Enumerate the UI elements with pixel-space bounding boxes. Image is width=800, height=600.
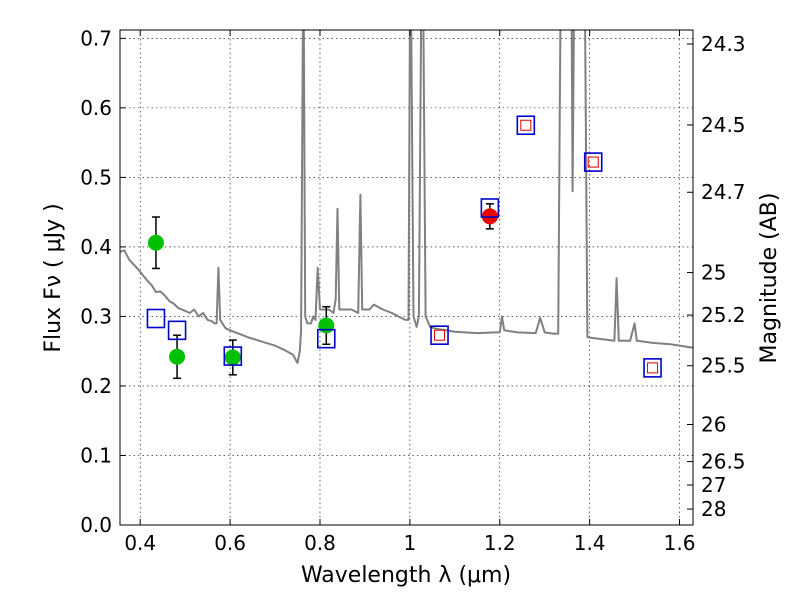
y-axis-label: Flux Fν ( μJy ) (41, 203, 66, 352)
model-point (480, 198, 500, 218)
y-tick-label: 0.5 (80, 165, 112, 189)
predicted-point (647, 362, 659, 374)
y-tick-label: 0.4 (80, 235, 112, 259)
model-point (316, 328, 336, 349)
y-tick-label: 0.7 (80, 26, 112, 50)
y2-tick-label: 25.2 (701, 303, 746, 327)
x-tick-label: 1.2 (484, 531, 516, 555)
x-tick-label: 0.6 (214, 531, 246, 555)
data-point (224, 349, 241, 366)
model-point (223, 346, 243, 366)
y2-tick-label: 24.5 (701, 113, 746, 137)
model-point (167, 320, 187, 341)
plot-area (120, 30, 693, 380)
predicted-point (434, 329, 446, 341)
model-point (430, 325, 449, 346)
model-point (146, 308, 166, 329)
x-tick-label: 1.6 (664, 531, 696, 555)
y2-tick-label: 24.3 (701, 32, 746, 56)
x-tick-label: 1 (404, 531, 417, 555)
predicted-point (587, 156, 599, 168)
x-axis-label: Wavelength λ (μm) (301, 563, 511, 588)
y-tick-label: 0.1 (80, 443, 112, 467)
data-point (147, 234, 164, 251)
x-tick-label: 0.8 (304, 531, 336, 555)
predicted-point (520, 119, 532, 131)
y2-tick-label: 24.7 (701, 180, 746, 204)
x-tick-label: 0.4 (124, 531, 156, 555)
y-tick-label: 0.6 (80, 96, 112, 120)
model-point (583, 152, 603, 172)
y2-tick-label: 27 (701, 473, 726, 497)
y-tick-label: 0.3 (80, 304, 112, 328)
y2-tick-label: 26 (701, 413, 726, 437)
y-tick-label: 0.2 (80, 374, 112, 398)
plot-frame (119, 29, 694, 526)
x-tick-label: 1.4 (574, 531, 606, 555)
y-tick-label: 0.0 (80, 513, 112, 537)
y2-tick-label: 25.5 (701, 354, 746, 378)
y2-tick-label: 26.5 (701, 450, 746, 474)
y2-tick-label: 25 (701, 261, 726, 285)
y2-axis-label: Magnitude (AB) (757, 193, 782, 364)
axis-ticks: 0.4 0.6 0.8 1 1.2 1.4 1.6 0.0 0.1 0.2 0.3 0.4 0.5 0.6… (80, 26, 745, 555)
spectrum-line (120, 30, 693, 364)
data-point (318, 317, 335, 334)
model-point (643, 358, 662, 378)
data-point (169, 348, 186, 365)
y2-tick-label: 28 (701, 497, 726, 521)
model-point (516, 115, 536, 136)
